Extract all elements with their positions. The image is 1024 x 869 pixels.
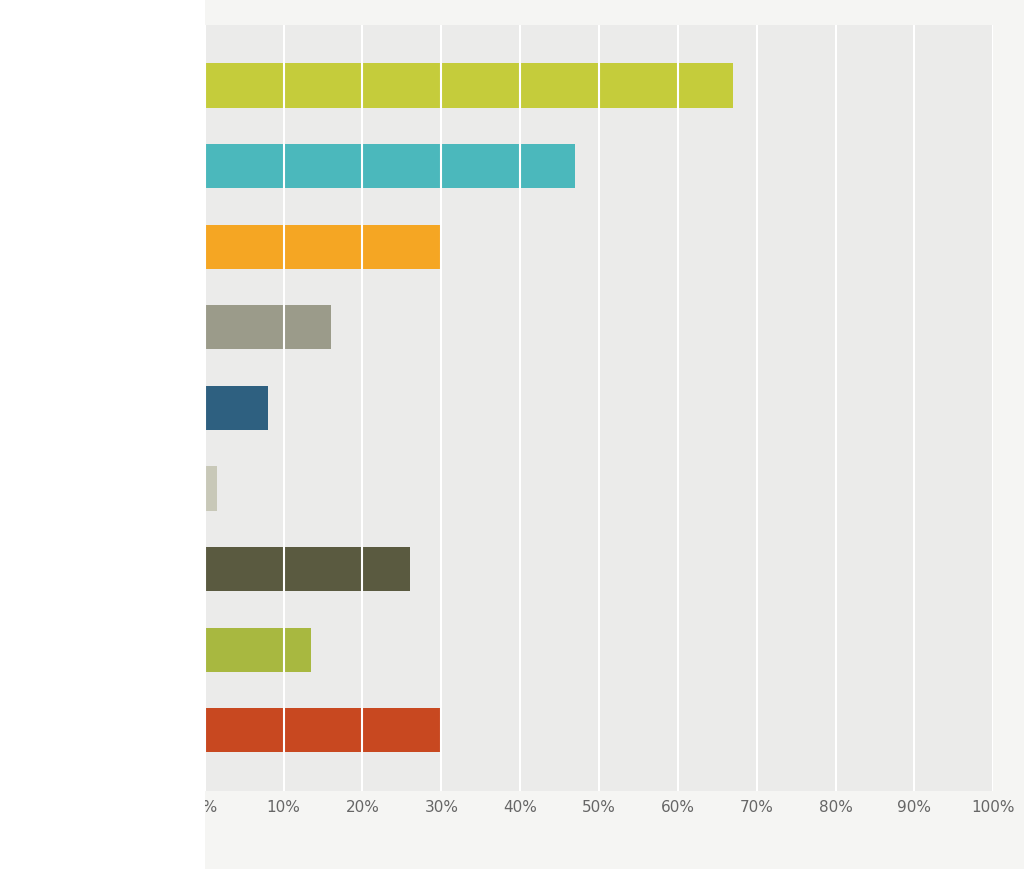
Bar — [205, 547, 410, 592]
Bar — [205, 467, 217, 511]
Bar — [205, 306, 331, 350]
Bar — [205, 708, 441, 753]
Bar — [205, 225, 441, 269]
Bar — [205, 64, 733, 109]
Bar — [205, 627, 311, 672]
Bar — [205, 387, 268, 430]
Bar — [205, 145, 575, 189]
